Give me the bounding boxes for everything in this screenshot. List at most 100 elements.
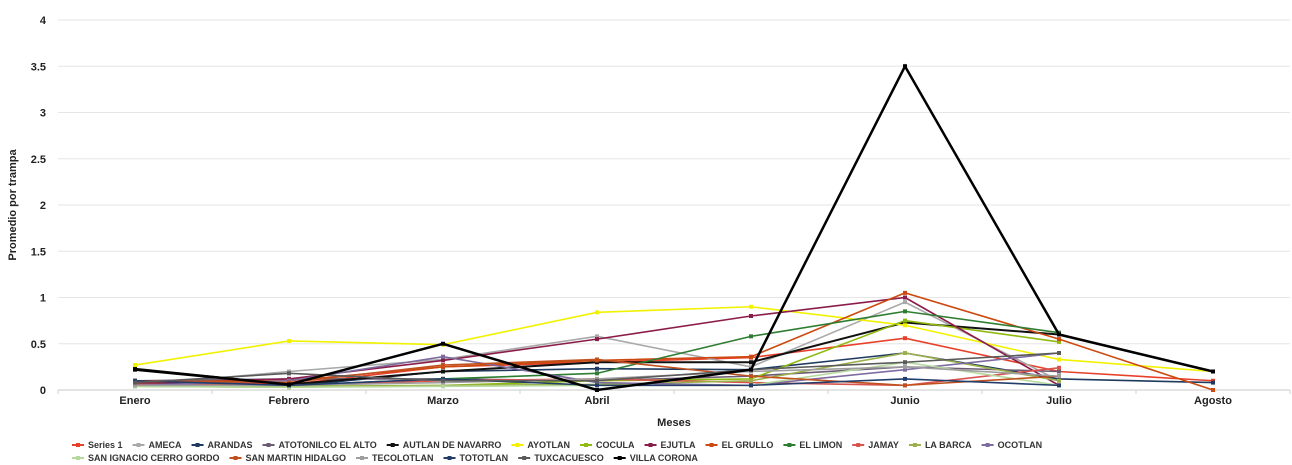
legend-item: EL GRULLO [705, 440, 774, 450]
data-point [595, 310, 599, 315]
legend-item: TECOLOTLAN [356, 453, 434, 463]
data-point [749, 360, 753, 365]
legend-label: VILLA CORONA [630, 453, 699, 463]
legend-marker [912, 443, 917, 447]
y-tick-label: 4 [40, 15, 47, 27]
legend-label: AUTLAN DE NAVARRO [403, 440, 502, 450]
data-point [595, 371, 599, 376]
legend-label: ARANDAS [208, 440, 253, 450]
data-point [595, 378, 599, 383]
x-tick-label: Marzo [427, 395, 459, 407]
data-point [749, 383, 753, 388]
data-point [441, 358, 445, 363]
series-line [134, 63, 1214, 392]
legend-item: SAN MARTIN HIDALGO [229, 453, 346, 463]
legend-marker [76, 443, 80, 447]
legend-marker [390, 443, 395, 447]
data-point [441, 354, 445, 359]
data-point [1211, 369, 1215, 374]
legend-marker [617, 456, 622, 460]
legend-marker [648, 443, 653, 447]
legend-marker [985, 443, 990, 447]
data-point [903, 290, 907, 295]
legend-marker [76, 456, 80, 460]
legend-label: EL GRULLO [722, 440, 774, 450]
legend-marker [447, 456, 452, 460]
y-tick-label: 2.5 [31, 154, 46, 166]
series-el-limon [133, 309, 1061, 388]
data-point [441, 378, 445, 383]
data-point [1057, 357, 1061, 362]
legend-marker [136, 443, 141, 447]
legend-label: OCOTLAN [998, 440, 1043, 450]
legend-item: ATOTONILCO EL ALTO [262, 440, 377, 450]
legend-label: AYOTLAN [527, 440, 570, 450]
legend-label: Series 1 [88, 440, 123, 450]
data-point [287, 371, 291, 376]
series-lines [133, 63, 1215, 392]
data-point [1057, 337, 1061, 342]
y-axis-title: Promedio por trampa [7, 149, 19, 261]
legend-item: EJUTLA [644, 440, 697, 450]
data-point [903, 383, 907, 388]
data-point [595, 337, 599, 342]
legend-label: LA BARCA [925, 440, 972, 450]
legend-item: Series 1 [72, 440, 123, 450]
legend-marker [360, 456, 365, 460]
data-point [749, 374, 753, 379]
legend-label: TUXCACUESCO [534, 453, 604, 463]
data-point [749, 364, 753, 369]
legend-item: ARANDAS [191, 440, 253, 450]
data-point [749, 304, 753, 309]
legend-item: TUXCACUESCO [518, 453, 604, 463]
data-point [133, 367, 137, 372]
data-point [441, 363, 445, 368]
legend-label: COCULA [596, 440, 635, 450]
y-tick-label: 1 [40, 293, 46, 305]
legend-marker [195, 443, 200, 447]
data-point [595, 383, 599, 388]
x-tick-label: Julio [1046, 395, 1072, 407]
data-point [903, 64, 907, 69]
data-point [903, 376, 907, 381]
series-line [134, 319, 1060, 388]
legend-marker [584, 443, 589, 447]
data-point [749, 367, 753, 372]
legend-item: COCULA [580, 440, 635, 450]
x-tick-label: Mayo [737, 395, 765, 407]
legend-label: TOTOTLAN [460, 453, 509, 463]
legend-marker [266, 443, 271, 447]
data-point [749, 354, 753, 359]
data-point [287, 338, 291, 343]
data-point [903, 318, 907, 323]
data-point [1057, 374, 1061, 379]
series-line [134, 321, 1214, 386]
legend-label: TECOLOTLAN [372, 453, 434, 463]
data-point [1057, 339, 1061, 344]
legend-label: ATOTONILCO EL ALTO [279, 440, 377, 450]
legend-label: SAN IGNACIO CERRO GORDO [88, 453, 220, 463]
data-point [133, 383, 137, 388]
data-point [287, 382, 291, 387]
x-tick-label: Enero [119, 395, 150, 407]
legend-item: OCOTLAN [981, 440, 1043, 450]
y-tick-label: 0.5 [31, 339, 46, 351]
data-point [441, 369, 445, 374]
legend-item: SAN IGNACIO CERRO GORDO [72, 453, 220, 463]
data-point [749, 314, 753, 318]
data-point [441, 384, 445, 389]
data-point [903, 367, 907, 372]
legend-marker [787, 443, 792, 447]
y-tick-label: 3 [40, 108, 46, 120]
legend-marker [522, 456, 527, 460]
x-axis-ticks: Enero Febrero Marzo Abril Mayo Junio Julio Agos… [57, 390, 1291, 407]
data-point [133, 380, 137, 385]
data-point [595, 388, 599, 392]
data-point [903, 336, 907, 341]
data-point [133, 363, 137, 368]
data-point [595, 357, 599, 362]
legend-label: EJUTLA [661, 440, 697, 450]
data-point [595, 334, 599, 339]
